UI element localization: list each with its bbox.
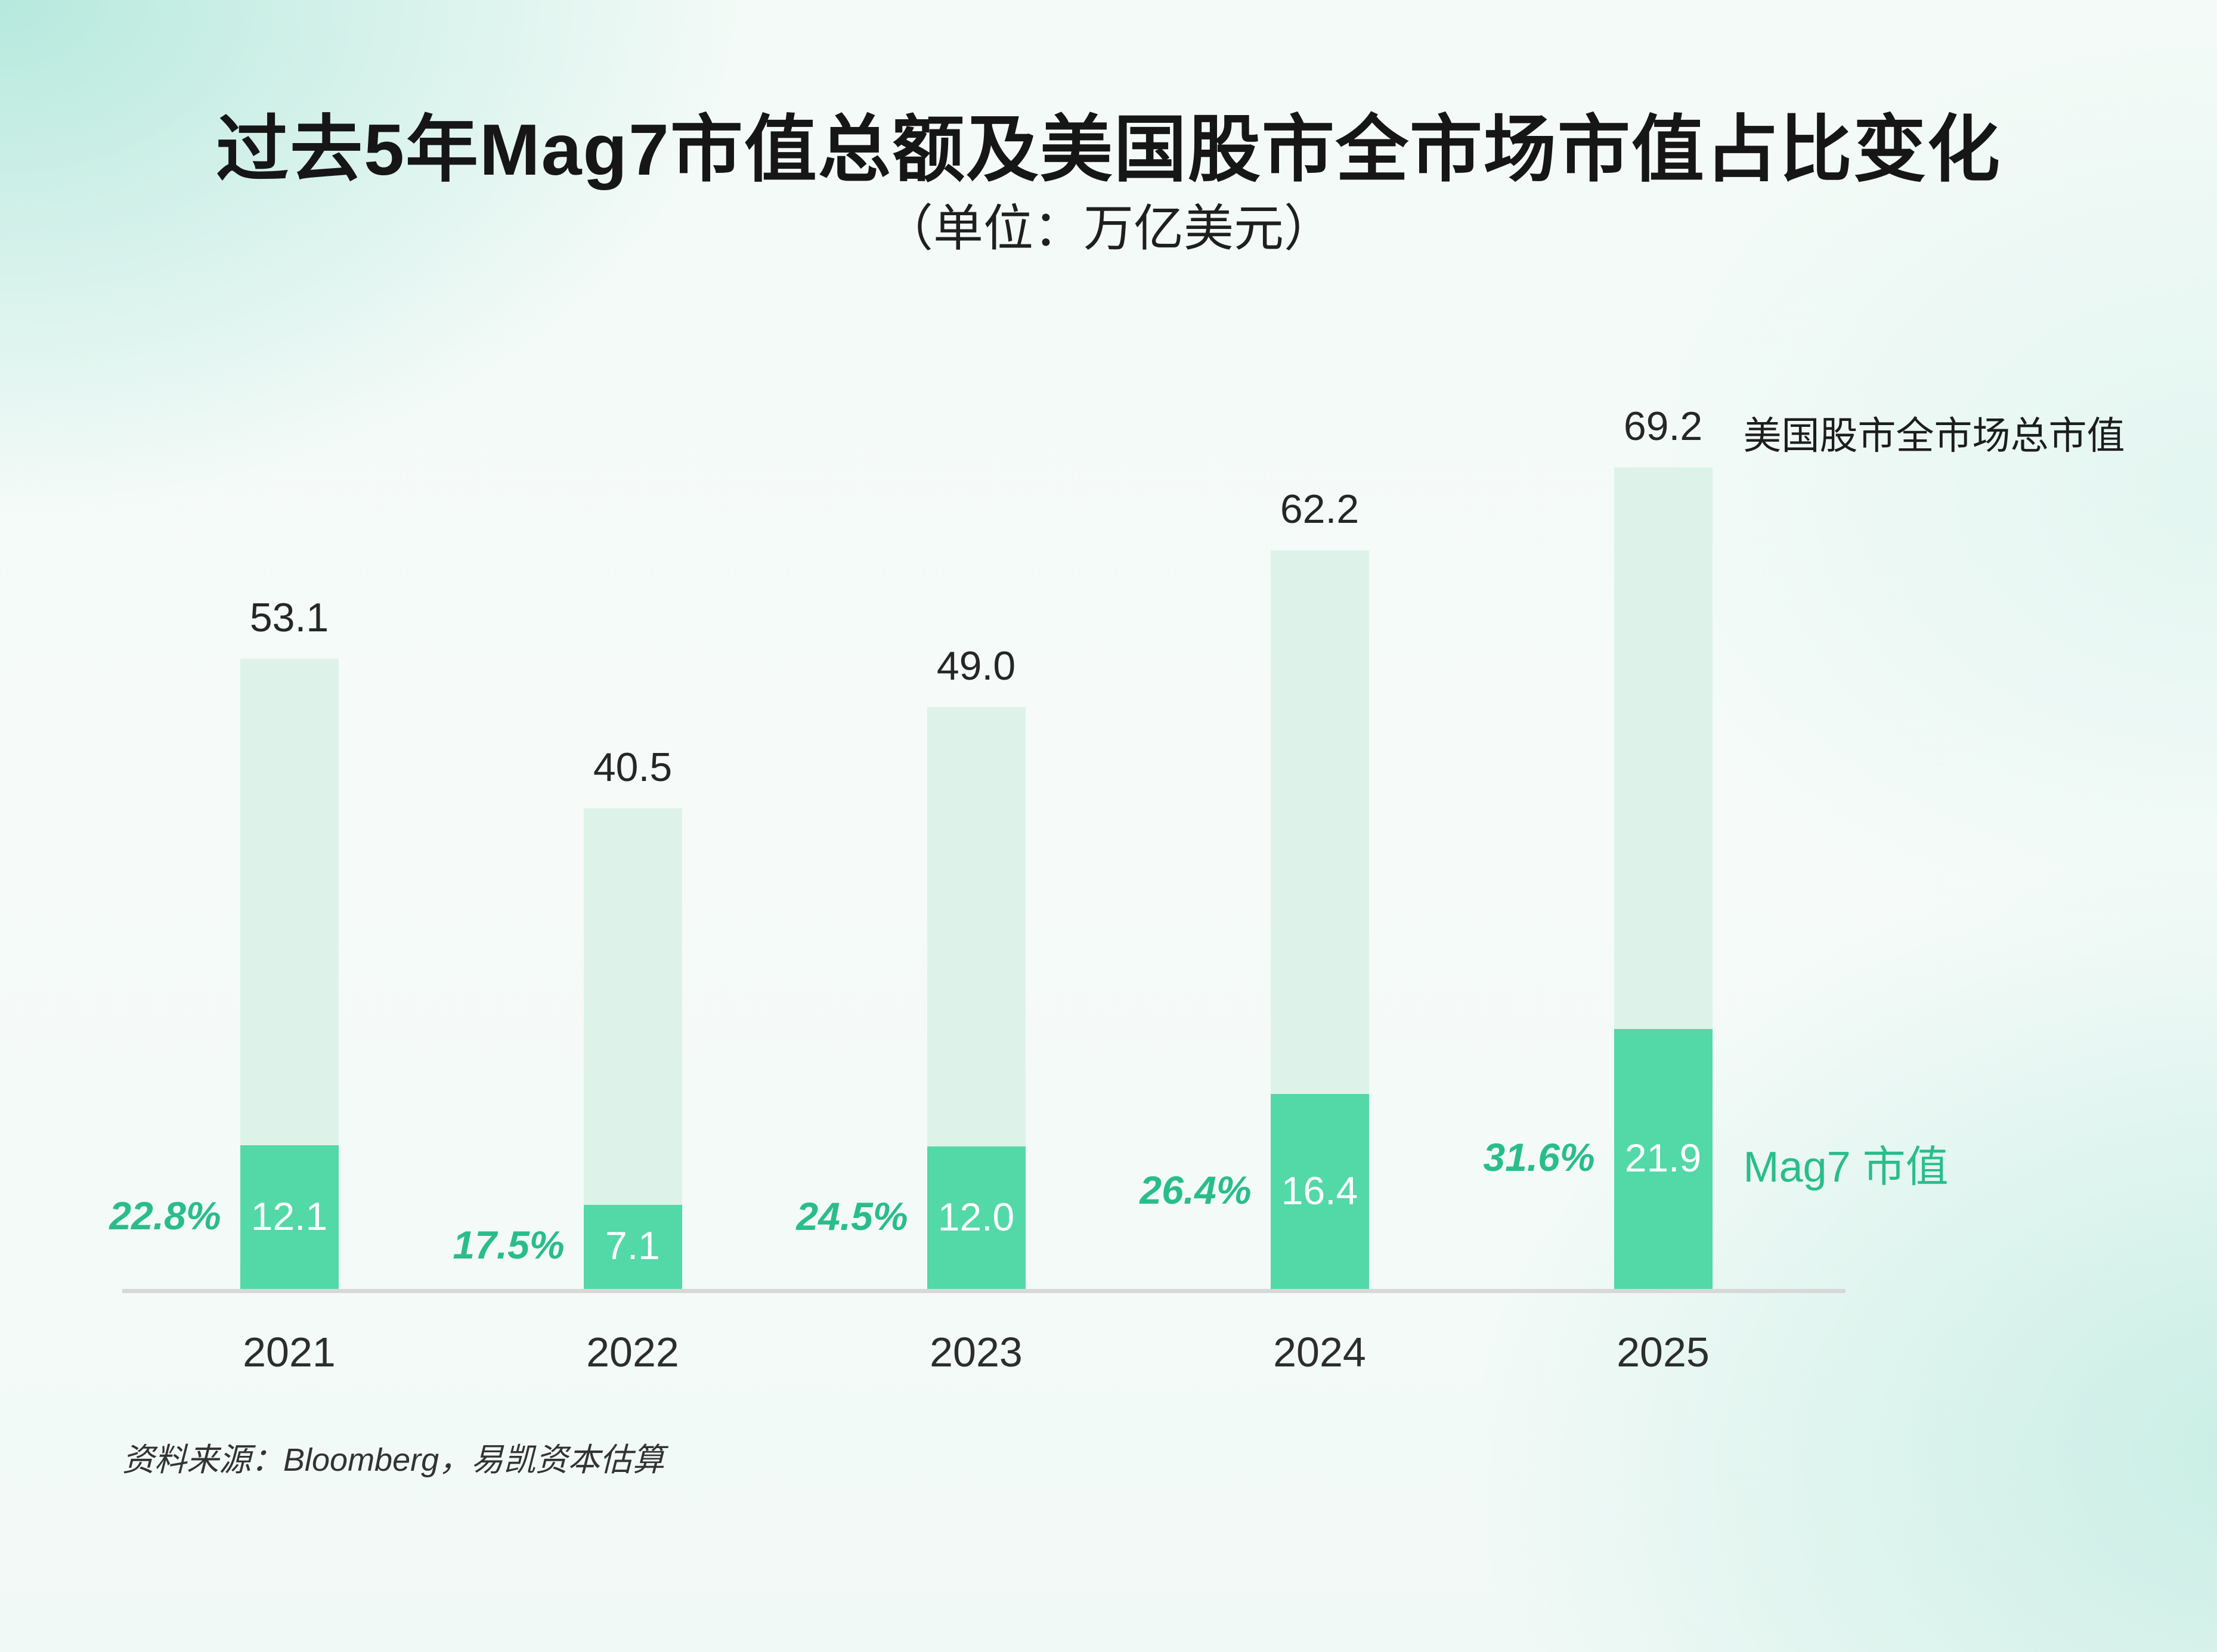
mag7-value-label-2022: 7.1 [605, 1223, 660, 1268]
percent-label-2022: 17.5% [453, 1223, 565, 1267]
percent-label-2024: 26.4% [1140, 1167, 1252, 1212]
chart-subtitle: （单位：万亿美元） [883, 200, 1334, 256]
mag7-bar-2022 [583, 1204, 682, 1289]
total-value-label-2025: 69.2 [1623, 404, 1703, 449]
mag7-bar-2024 [1270, 1094, 1369, 1289]
legend-mag7-label: Mag7 市值 [1743, 1143, 1949, 1191]
year-label-2025: 2025 [1617, 1329, 1710, 1375]
mag7-value-label-2024: 16.4 [1281, 1168, 1358, 1213]
percent-label-2023: 24.5% [796, 1194, 908, 1238]
legend-total-label: 美国股市全市场总市值 [1743, 414, 2125, 457]
year-label-2022: 2022 [586, 1329, 679, 1375]
mag7-bar-2025 [1614, 1028, 1713, 1289]
source-note: 资料来源：Bloomberg，易凯资本估算 [122, 1442, 665, 1478]
mag7-bar-2021 [240, 1145, 339, 1289]
mag7-value-label-2025: 21.9 [1624, 1135, 1702, 1180]
total-value-label-2023: 49.0 [936, 643, 1016, 689]
chart-title: 过去5年Mag7市值总额及美国股市全市场市值占比变化 [216, 109, 2001, 190]
total-value-label-2022: 40.5 [593, 744, 673, 790]
mag7-bar-2023 [927, 1146, 1026, 1289]
year-label-2021: 2021 [243, 1329, 336, 1375]
percent-label-2021: 22.8% [109, 1193, 221, 1238]
year-label-2024: 2024 [1273, 1329, 1366, 1375]
total-value-label-2021: 53.1 [249, 594, 329, 640]
x-axis-line [122, 1289, 1846, 1293]
year-label-2023: 2023 [930, 1329, 1023, 1375]
mag7-value-label-2021: 12.1 [250, 1194, 328, 1238]
percent-label-2025: 31.6% [1483, 1135, 1595, 1179]
mag7-value-label-2023: 12.0 [937, 1194, 1015, 1239]
total-value-label-2024: 62.2 [1280, 486, 1360, 532]
